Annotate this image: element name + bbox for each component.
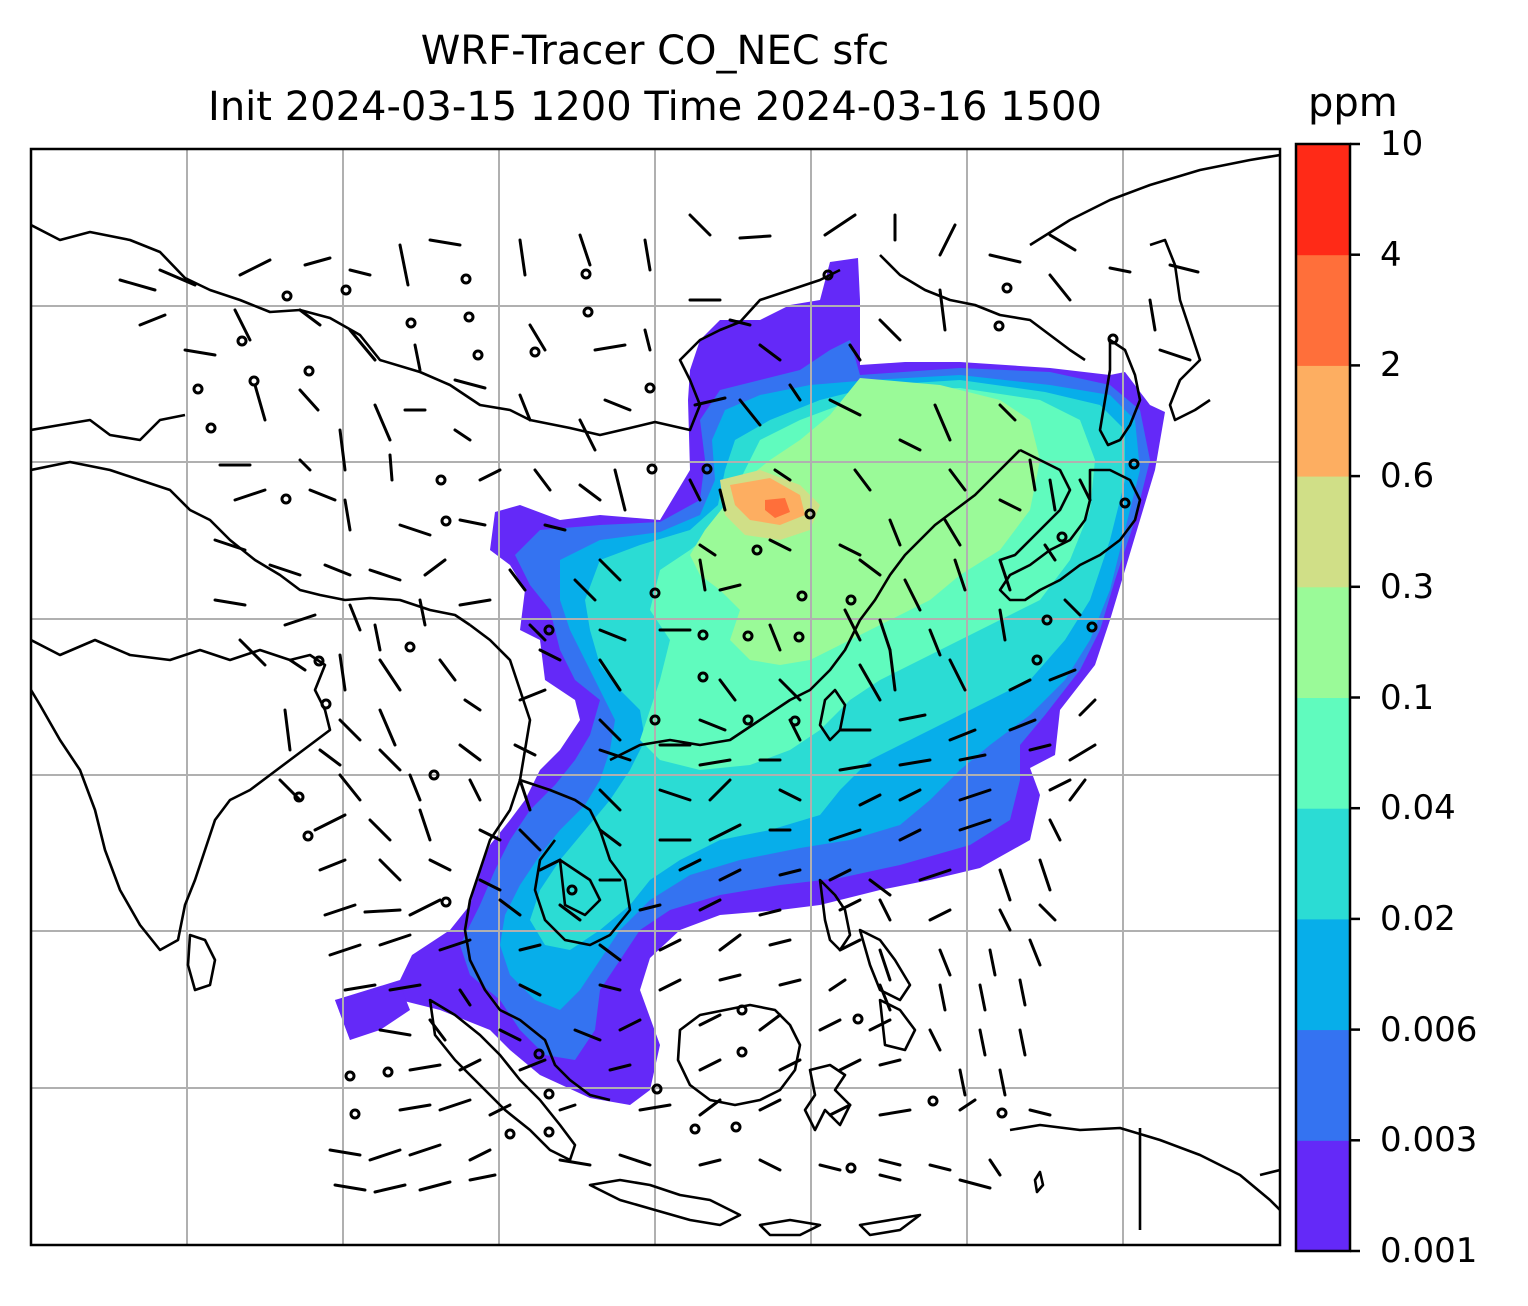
colorbar-unit-label: ppm xyxy=(1308,80,1398,126)
colorbar-segment xyxy=(1296,918,1350,1031)
colorbar-tick-label: 0.006 xyxy=(1380,1009,1478,1050)
colorbar-segment xyxy=(1296,1029,1350,1141)
colorbar-tick-label: 0.001 xyxy=(1380,1231,1478,1271)
colorbar-tick-label: 0.02 xyxy=(1380,898,1456,939)
map-title-line-2: Init 2024-03-15 1200 Time 2024-03-16 150… xyxy=(208,84,1102,130)
colorbar-tick-label: 2 xyxy=(1380,345,1402,386)
colorbar-segment xyxy=(1296,586,1350,698)
tracer-field xyxy=(335,258,1165,1105)
colorbar-segment xyxy=(1296,808,1350,920)
colorbar-segment xyxy=(1296,144,1350,256)
colorbar-tick-label: 0.003 xyxy=(1380,1120,1478,1161)
colorbar-tick-label: 0.3 xyxy=(1380,566,1435,607)
colorbar-segment xyxy=(1296,254,1350,366)
wind-barbs xyxy=(118,213,1200,1194)
calm-wind-markers xyxy=(192,268,1140,1174)
map-title-line-1: WRF-Tracer CO_NEC sfc xyxy=(420,28,890,74)
colorbar-tick-label: 0.04 xyxy=(1380,788,1456,829)
gridlines xyxy=(31,149,1280,1245)
field-level-1-patch xyxy=(335,985,410,1040)
plot-frame xyxy=(29,147,1282,1247)
field-level-6-patch xyxy=(980,460,1025,520)
colorbar-tick-label: 10 xyxy=(1380,124,1424,164)
colorbar-tick-label: 4 xyxy=(1380,234,1402,275)
colorbar-segment xyxy=(1296,1140,1350,1252)
coastlines xyxy=(31,153,1280,1237)
colorbar-tick-label: 0.1 xyxy=(1380,677,1435,718)
colorbar-tick-label: 0.6 xyxy=(1380,456,1435,497)
colorbar-segment xyxy=(1296,697,1350,809)
field-level-9 xyxy=(765,498,790,518)
colorbar-segment xyxy=(1296,476,1350,588)
colorbar-segment xyxy=(1296,365,1350,477)
colorbar xyxy=(1294,142,1360,1253)
field-level-6 xyxy=(690,378,1040,665)
